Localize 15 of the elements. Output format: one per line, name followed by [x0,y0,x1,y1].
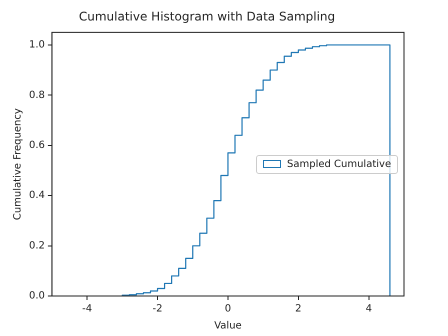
y-axis-title: Cumulative Frequency [12,108,24,220]
y-tick-label: 0.6 [28,140,45,151]
legend-label: Sampled Cumulative [287,158,392,170]
y-tick-label: 0.2 [28,240,45,252]
y-tick-label: 0.8 [28,90,45,101]
x-tick-label: 4 [366,304,372,315]
x-axis-title: Value [214,320,242,332]
x-tick-label: -4 [82,304,92,315]
y-tick-label: 0.4 [28,190,45,202]
y-tick-label: 1.0 [28,40,45,51]
x-tick-label: -2 [152,304,163,315]
x-tick-label: 0 [224,304,232,315]
y-tick-label: 0.0 [28,290,45,302]
chart-title: Cumulative Histogram with Data Sampling [78,9,336,24]
x-tick-label: 2 [295,304,302,315]
